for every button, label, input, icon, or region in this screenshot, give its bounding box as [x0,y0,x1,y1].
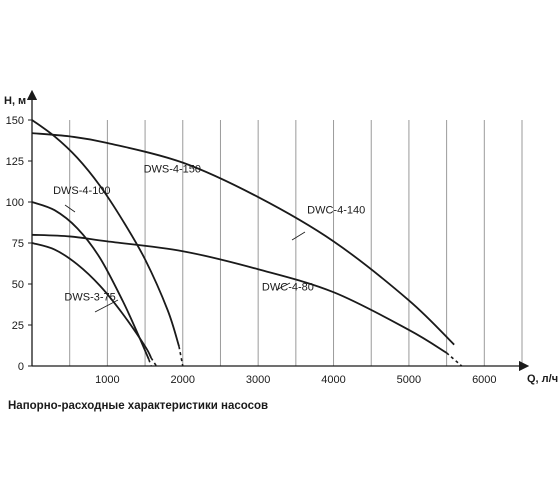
x-tick-label: 6000 [472,374,496,386]
chart-axes [26,89,530,372]
series-line-dwc-4-80 [31,233,448,354]
chart-grid [69,120,523,366]
x-tick-label: 2000 [171,374,195,386]
y-axis-label: H, м [4,95,26,107]
chart-series [31,119,463,367]
series-label-dwc-4-80: DWC-4-80 [262,282,314,294]
x-tick-label: 4000 [321,374,345,386]
leader-dwc-4-80 [275,282,291,291]
y-tick-label: 150 [6,115,24,127]
x-tick-label: 5000 [397,374,421,386]
y-tick-label: 75 [12,238,24,250]
chart-caption: Напорно-расходные характеристики насосов [8,400,269,412]
leader-dws-3-75 [94,299,119,313]
y-tick-label: 0 [18,361,24,373]
series-line-dws-4-100 [31,201,150,360]
pump-curves-chart: 0 25 50 75 100 125 150 1000 2000 3000 4000 5000 6000… [4,89,558,386]
y-tick-label: 25 [12,320,24,332]
series-line-dwc-4-140 [31,132,455,346]
series-dash-dws-4-150 [178,346,184,367]
x-tick-label: 1000 [95,374,119,386]
chart-ticks: 0 25 50 75 100 125 150 1000 2000 3000 4000 5000 6000 [6,115,497,386]
series-line-dws-4-150 [31,119,180,347]
y-tick-label: 125 [6,156,24,168]
x-axis-label: Q, л/ч [527,373,558,385]
y-tick-label: 100 [6,197,24,209]
series-label-dwc-4-140: DWC-4-140 [307,204,365,216]
leader-dwc-4-140 [291,231,306,241]
series-label-dws-3-75: DWS-3-75 [64,291,115,303]
chart-series-labels: DWS-4-100 DWS-4-150 DWS-3-75 DWC-4-140 DWC-4… [53,163,365,313]
series-line-dws-3-75 [31,242,152,359]
series-dash-dws-3-75 [150,357,158,367]
series-dash-dws-4-100 [148,359,152,367]
series-label-dws-4-150: DWS-4-150 [144,163,201,175]
series-label-dws-4-100: DWS-4-100 [53,185,110,197]
leader-dws-4-100 [64,204,76,213]
series-dash-dwc-4-80 [446,352,463,367]
x-tick-label: 3000 [246,374,270,386]
y-tick-label: 50 [12,279,24,291]
